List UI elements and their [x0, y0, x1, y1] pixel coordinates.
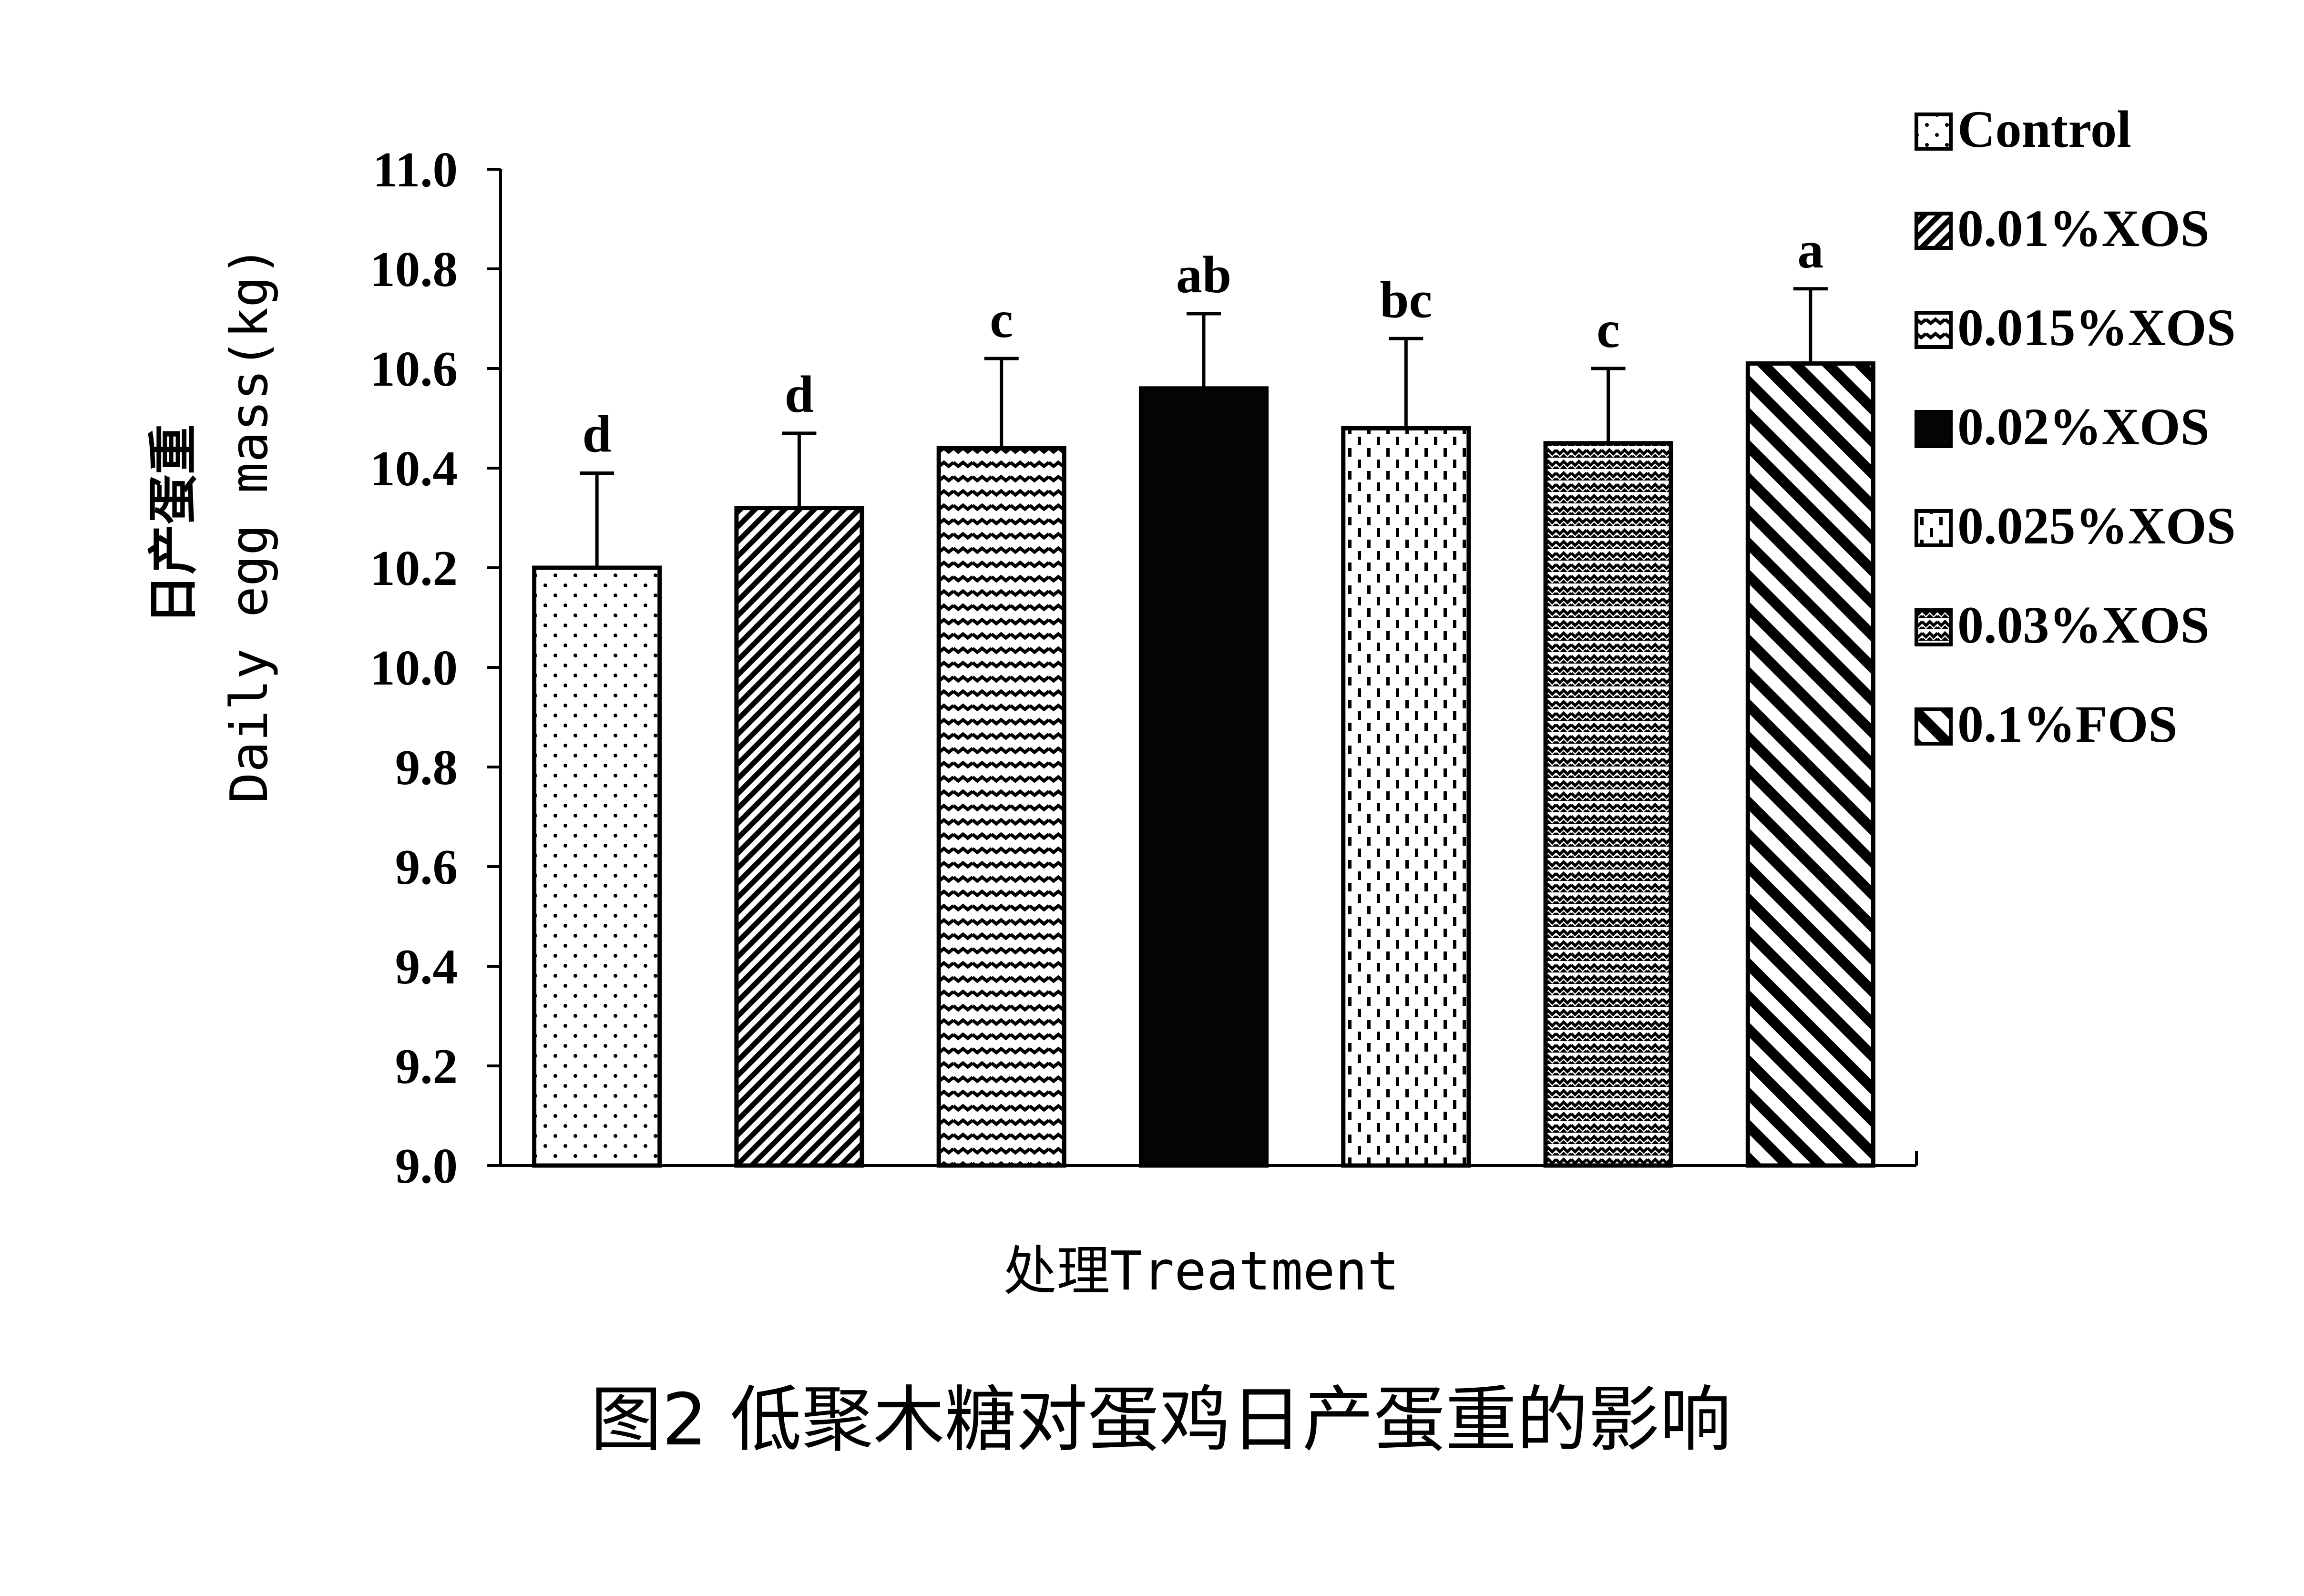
bars: d d c ab bc c a: [532, 221, 1875, 1168]
y-tick-label: 9.6: [395, 839, 458, 895]
bar-6: [1745, 361, 1875, 1168]
bar-4: [1341, 426, 1471, 1168]
significance-label-4: bc: [1380, 270, 1432, 328]
bar-5: [1543, 441, 1673, 1168]
y-axis-label-cn: 日产蛋重: [144, 424, 203, 624]
y-tick-label: 10.2: [370, 540, 458, 596]
bar-3: [1138, 386, 1269, 1168]
legend-label-2: 0.015%XOS: [1957, 298, 2236, 357]
y-tick-label: 10.4: [370, 440, 458, 496]
bar-0: [532, 565, 662, 1168]
legend-swatch-6: [1915, 707, 1953, 746]
legend-swatch-3: [1915, 410, 1953, 448]
significance-label-2: c: [990, 290, 1013, 348]
legend-label-0: Control: [1957, 100, 2131, 158]
significance-label-5: c: [1597, 300, 1620, 358]
y-axis: 9.0 9.2 9.4 9.6 9.8 10.0 10.2 10.4 10.6 10.8 11.0: [370, 142, 502, 1194]
legend-label-3: 0.02%XOS: [1957, 398, 2210, 456]
legend: Control 0.01%XOS 0.015%XOS 0.02%XOS 0.025%XO…: [1915, 100, 2236, 753]
y-tick-label: 10.8: [370, 241, 458, 297]
y-axis-label-en: Daily egg mass(kg): [220, 246, 279, 803]
y-tick-label: 11.0: [373, 142, 458, 197]
y-tick-label: 9.2: [395, 1038, 458, 1094]
significance-label-6: a: [1797, 221, 1823, 279]
significance-label-0: d: [583, 405, 612, 463]
significance-label-1: d: [785, 365, 814, 423]
y-tick-label: 10.6: [370, 341, 458, 397]
legend-swatch-4: [1915, 509, 1953, 547]
bar-2: [936, 446, 1066, 1168]
y-tick-label: 10.0: [370, 640, 458, 696]
legend-label-1: 0.01%XOS: [1957, 199, 2210, 257]
y-tick-label: 9.8: [395, 739, 458, 795]
legend-swatch-0: [1915, 113, 1953, 151]
legend-swatch-1: [1915, 212, 1953, 250]
figure-caption: 图2 低聚木糖对蛋鸡日产蛋重的影响: [590, 1379, 1731, 1462]
significance-label-3: ab: [1176, 246, 1231, 304]
legend-swatch-2: [1915, 311, 1953, 349]
y-tick-label: 9.4: [395, 939, 458, 994]
y-tick-label: 9.0: [395, 1138, 458, 1194]
bar-1: [734, 506, 864, 1168]
legend-label-5: 0.03%XOS: [1957, 596, 2210, 654]
legend-label-4: 0.025%XOS: [1957, 497, 2236, 555]
x-axis-label: 处理Treatment: [1004, 1240, 1400, 1302]
legend-label-6: 0.1%FOS: [1957, 695, 2177, 753]
legend-swatch-5: [1915, 608, 1953, 646]
